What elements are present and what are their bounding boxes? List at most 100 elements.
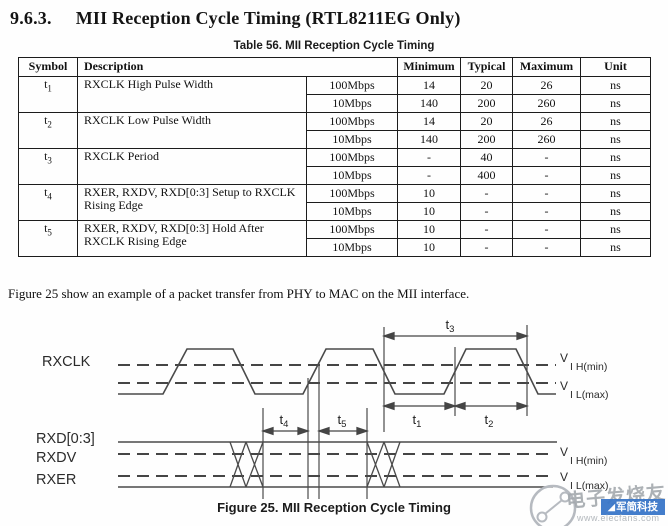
speed-cell: 100Mbps <box>305 220 399 239</box>
timing-diagram: t3 t1 t2 t4 t5 RXCLK RXD[0:3] <box>36 317 609 499</box>
speed-cell: 100Mbps <box>305 112 399 131</box>
symbol-cell: t3 <box>18 148 78 185</box>
speed-cell: 10Mbps <box>305 130 399 149</box>
unit-cell: ns <box>580 202 652 221</box>
unit-cell: ns <box>580 220 652 239</box>
signal-labels: RXCLK RXD[0:3] RXDV RXER <box>36 354 95 488</box>
maximum-cell: 260 <box>512 130 582 149</box>
minimum-cell: 14 <box>397 76 462 95</box>
typical-cell: 200 <box>460 94 514 113</box>
maximum-cell: - <box>512 238 582 257</box>
speed-cell: 100Mbps <box>305 148 399 167</box>
typical-cell: - <box>460 238 514 257</box>
typical-cell: 20 <box>460 112 514 131</box>
maximum-cell: 26 <box>512 76 582 95</box>
speed-cell: 10Mbps <box>305 238 399 257</box>
typical-cell: - <box>460 184 514 203</box>
description-cell: RXCLK High Pulse Width <box>77 76 307 113</box>
unit-cell: ns <box>580 166 652 185</box>
description-cell: RXER, RXDV, RXD[0:3] Hold After RXCLK Ri… <box>77 220 307 257</box>
watermark-badge-icon: ◢ <box>608 502 615 512</box>
symbol-cell: t2 <box>18 112 78 149</box>
data-transition-crossing-right <box>366 441 401 488</box>
unit-cell: ns <box>580 184 652 203</box>
maximum-cell: - <box>512 166 582 185</box>
figure-caption: Figure 25. MII Reception Cycle Timing <box>217 500 451 515</box>
maximum-cell: 26 <box>512 112 582 131</box>
unit-cell: ns <box>580 148 652 167</box>
table-row: t5 RXER, RXDV, RXD[0:3] Hold After RXCLK… <box>18 220 652 257</box>
table-row: t3 RXCLK Period 100Mbps - 40 - ns <box>18 148 652 185</box>
rxd-signal-label: RXD[0:3] <box>36 431 95 447</box>
symbol-cell: t5 <box>18 220 78 257</box>
speed-cell: 100Mbps <box>305 184 399 203</box>
rxclk-threshold-lines <box>118 364 556 384</box>
minimum-cell: 14 <box>397 112 462 131</box>
typical-cell: - <box>460 220 514 239</box>
symbol-cell: t4 <box>18 184 78 221</box>
unit-cell: ns <box>580 238 652 257</box>
data-transition-crossing-left <box>229 441 264 488</box>
column-header-symbol: Symbol <box>18 57 78 77</box>
unit-cell: ns <box>580 94 652 113</box>
t5-label: t5 <box>338 412 347 430</box>
table-caption: Table 56. MII Reception Cycle Timing <box>233 40 435 52</box>
vih-clock-label: VI H(min) <box>560 351 607 373</box>
minimum-cell: 10 <box>397 220 462 239</box>
threshold-labels: VI H(min) VI L(max) VI H(min) VI L(max) <box>560 351 609 492</box>
minimum-cell: 10 <box>397 184 462 203</box>
speed-cell: 10Mbps <box>305 166 399 185</box>
vih-data-label: VI H(min) <box>560 445 607 467</box>
rxclk-waveform <box>118 348 556 395</box>
symbol-cell: t1 <box>18 76 78 113</box>
watermark-logo-icon <box>529 484 577 526</box>
t3-label: t3 <box>446 317 455 335</box>
t2-label: t2 <box>485 412 494 430</box>
typical-cell: - <box>460 202 514 221</box>
column-header-description: Description <box>76 57 399 77</box>
watermark-url: www.elecfans.com <box>577 513 660 523</box>
table-header-row: Symbol Description Minimum Typical Maxim… <box>18 57 652 77</box>
section-title-text: MII Reception Cycle Timing (RTL8211EG On… <box>75 8 461 28</box>
description-cell: RXCLK Period <box>77 148 307 185</box>
table-row: 10Mbps 140 200 260 ns <box>19 94 652 113</box>
column-header-maximum: Maximum <box>512 57 582 77</box>
description-cell: RXCLK Low Pulse Width <box>77 112 307 149</box>
minimum-cell: 140 <box>397 130 462 149</box>
watermark-badge: ◢军简科技 <box>601 499 665 515</box>
rxer-signal-label: RXER <box>36 472 76 488</box>
table-row: t2 RXCLK Low Pulse Width 100Mbps 14 20 2… <box>18 112 652 149</box>
timing-table: Symbol Description Minimum Typical Maxim… <box>18 57 652 257</box>
typical-cell: 20 <box>460 76 514 95</box>
speed-cell: 10Mbps <box>305 202 399 221</box>
minimum-cell: 10 <box>397 238 462 257</box>
dimension-arrows <box>260 331 530 436</box>
vil-data-label: VI L(max) <box>560 470 609 492</box>
maximum-cell: - <box>512 184 582 203</box>
rxclk-signal-label: RXCLK <box>42 354 91 370</box>
description-cell: RXER, RXDV, RXD[0:3] Setup to RXCLK Risi… <box>77 184 307 221</box>
typical-cell: 400 <box>460 166 514 185</box>
typical-cell: 200 <box>460 130 514 149</box>
speed-cell: 10Mbps <box>305 94 399 113</box>
table-row: 10Mbps 10 - - ns <box>19 238 652 257</box>
data-bus-band <box>118 441 557 488</box>
vil-clock-label: VI L(max) <box>560 379 609 401</box>
minimum-cell: 10 <box>397 202 462 221</box>
maximum-cell: 260 <box>512 94 582 113</box>
table-row: t4 RXER, RXDV, RXD[0:3] Setup to RXCLK R… <box>18 184 652 221</box>
unit-cell: ns <box>580 130 652 149</box>
t1-label: t1 <box>413 412 422 430</box>
section-title: 9.6.3. MII Reception Cycle Timing (RTL821… <box>10 8 461 29</box>
body-paragraph: Figure 25 show an example of a packet tr… <box>8 286 470 301</box>
minimum-cell: - <box>397 166 462 185</box>
typical-cell: 40 <box>460 148 514 167</box>
minimum-cell: - <box>397 148 462 167</box>
unit-cell: ns <box>580 76 652 95</box>
minimum-cell: 140 <box>397 94 462 113</box>
maximum-cell: - <box>512 202 582 221</box>
column-header-minimum: Minimum <box>397 57 462 77</box>
table-row: t1 RXCLK High Pulse Width 100Mbps 14 20 … <box>18 76 652 113</box>
column-header-unit: Unit <box>580 57 652 77</box>
